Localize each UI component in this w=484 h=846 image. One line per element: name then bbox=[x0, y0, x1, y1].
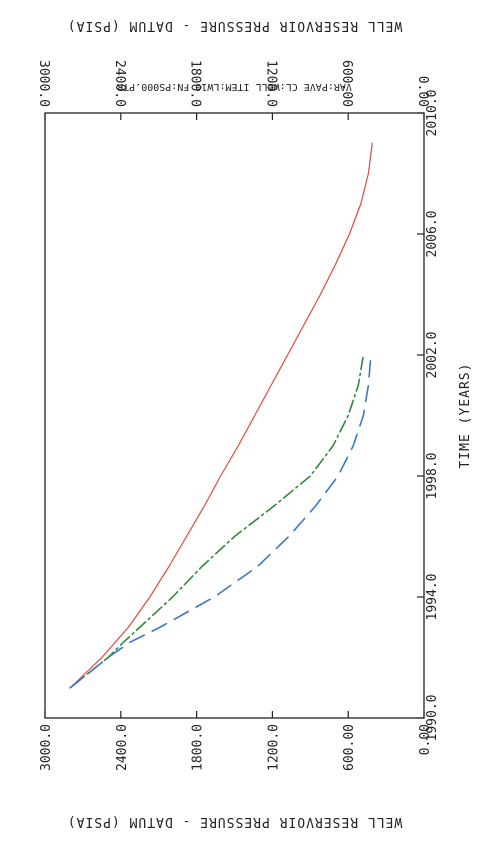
labels: 0.00 0.00 600.00 600.00 1200.0 1200.0 1800.0 18… bbox=[36, 18, 473, 829]
time-tick-label: 1994.0 bbox=[425, 574, 440, 621]
series-3-line bbox=[69, 354, 372, 689]
bottom-pressure-tick-label: 0.00 bbox=[418, 724, 433, 755]
top-pressure-tick-label: 600.00 bbox=[339, 60, 354, 107]
bottom-pressure-tick-label: 1200.0 bbox=[266, 724, 281, 771]
bottom-pressure-tick-label: 2400.0 bbox=[115, 724, 130, 771]
bottom-pressure-tick-label: 600.00 bbox=[342, 724, 357, 771]
top-pressure-tick-label: 3000.0 bbox=[36, 60, 51, 107]
legend: VAR:PAVE CL:WELL ITEM:LW10 FN:PS000.PTR bbox=[116, 81, 352, 92]
series bbox=[69, 142, 373, 689]
series-2-line bbox=[69, 354, 365, 689]
time-tick-label: 2006.0 bbox=[425, 211, 440, 258]
bottom-pressure-tick-label: 3000.0 bbox=[39, 724, 54, 771]
ticks bbox=[44, 112, 425, 719]
legend-text: VAR:PAVE CL:WELL ITEM:LW10 FN:PS000.PTR bbox=[116, 81, 352, 92]
series-1-line bbox=[69, 142, 373, 689]
time-axis-title: TIME (YEARS) bbox=[458, 363, 473, 469]
time-tick-label: 1990.0 bbox=[425, 695, 440, 742]
time-tick-label: 1998.0 bbox=[425, 453, 440, 500]
top-pressure-tick-label: 1200.0 bbox=[263, 60, 278, 107]
top-pressure-tick-label: 2400.0 bbox=[112, 60, 127, 107]
time-tick-label: 2002.0 bbox=[425, 332, 440, 379]
plot-frame bbox=[44, 112, 425, 719]
top-pressure-tick-label: 0.00 bbox=[415, 76, 430, 107]
bottom-pressure-tick-label: 1800.0 bbox=[191, 724, 206, 771]
top-pressure-axis-title: WELL RESERVOIR PRESSURE - DATUM (PSIA) bbox=[67, 18, 402, 33]
top-pressure-tick-label: 1800.0 bbox=[188, 60, 203, 107]
bottom-pressure-axis-title: WELL RESERVOIR PRESSURE - DATUM (PSIA) bbox=[67, 814, 402, 829]
time-tick-label: 2010.0 bbox=[425, 90, 440, 137]
